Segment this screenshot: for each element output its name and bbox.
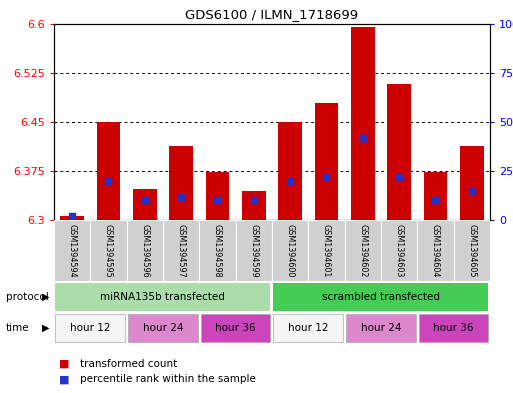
Bar [60, 216, 84, 220]
Text: scrambled transfected: scrambled transfected [322, 292, 440, 302]
Bar [424, 172, 447, 220]
Text: hour 24: hour 24 [143, 323, 183, 333]
Text: transformed count: transformed count [80, 358, 177, 369]
Text: GSM1394595: GSM1394595 [104, 224, 113, 277]
Text: GSM1394597: GSM1394597 [176, 224, 186, 277]
Text: percentile rank within the sample: percentile rank within the sample [80, 374, 255, 384]
Text: hour 24: hour 24 [361, 323, 401, 333]
Title: GDS6100 / ILMN_1718699: GDS6100 / ILMN_1718699 [185, 8, 359, 21]
Bar [278, 122, 302, 220]
Text: miRNA135b transfected: miRNA135b transfected [101, 292, 225, 302]
Bar [273, 283, 488, 310]
Text: GSM1394596: GSM1394596 [140, 224, 149, 277]
Bar [54, 220, 90, 281]
Bar [55, 283, 270, 310]
Bar [272, 220, 308, 281]
Text: hour 12: hour 12 [288, 323, 328, 333]
Text: GSM1394599: GSM1394599 [249, 224, 258, 277]
Bar [460, 146, 484, 220]
Bar [314, 103, 338, 220]
Bar [235, 220, 272, 281]
Bar [55, 314, 125, 342]
Text: hour 36: hour 36 [433, 323, 474, 333]
Bar [199, 220, 235, 281]
Bar [163, 220, 199, 281]
Bar [128, 314, 198, 342]
Bar [273, 314, 343, 342]
Bar [345, 220, 381, 281]
Text: GSM1394604: GSM1394604 [431, 224, 440, 277]
Text: GSM1394594: GSM1394594 [68, 224, 76, 277]
Bar [417, 220, 453, 281]
Bar [169, 146, 193, 220]
Text: GSM1394598: GSM1394598 [213, 224, 222, 277]
Bar [96, 123, 120, 220]
Bar [419, 314, 488, 342]
Text: GSM1394605: GSM1394605 [467, 224, 476, 277]
Text: GSM1394602: GSM1394602 [358, 224, 367, 277]
Bar [206, 172, 229, 220]
Text: time: time [6, 323, 30, 333]
Bar [133, 189, 156, 220]
Text: GSM1394600: GSM1394600 [286, 224, 294, 277]
Bar [308, 220, 345, 281]
Bar [90, 220, 127, 281]
Text: hour 36: hour 36 [215, 323, 256, 333]
Bar [381, 220, 417, 281]
Bar [201, 314, 270, 342]
Text: hour 12: hour 12 [70, 323, 110, 333]
Bar [127, 220, 163, 281]
Bar [242, 191, 266, 220]
Text: ■: ■ [59, 358, 69, 369]
Text: GSM1394603: GSM1394603 [394, 224, 404, 277]
Bar [453, 220, 490, 281]
Text: GSM1394601: GSM1394601 [322, 224, 331, 277]
Bar [387, 84, 411, 220]
Text: ▶: ▶ [42, 323, 50, 333]
Text: ■: ■ [59, 374, 69, 384]
Bar [351, 27, 374, 220]
Text: ▶: ▶ [42, 292, 50, 302]
Bar [346, 314, 416, 342]
Text: protocol: protocol [6, 292, 49, 302]
